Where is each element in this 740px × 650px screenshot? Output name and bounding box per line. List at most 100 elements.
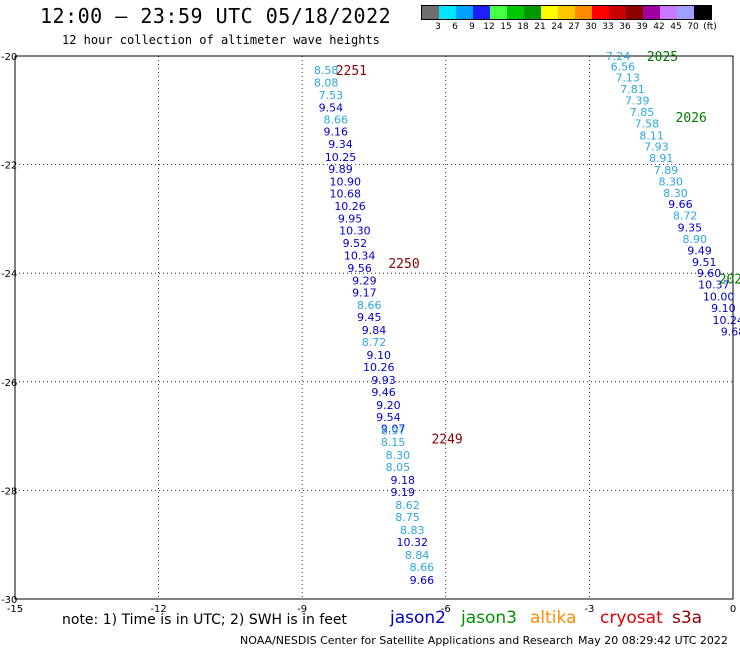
- wave-height-value: 9.45: [357, 311, 382, 324]
- x-tick-label: -15: [7, 604, 23, 615]
- wave-height-value: 8.30: [386, 449, 411, 462]
- wave-height-value: 10.24: [712, 314, 740, 327]
- pass-time-label: 2251: [336, 64, 367, 79]
- colorbar-label: 39: [636, 22, 648, 32]
- wave-height-value: 9.89: [328, 163, 353, 176]
- wave-height-value: 6.56: [611, 60, 636, 73]
- wave-height-value: 8.62: [395, 499, 420, 512]
- wave-height-value: 8.83: [400, 524, 425, 537]
- colorbar-label: 3: [435, 22, 441, 32]
- colorbar-swatch: [507, 6, 524, 19]
- colorbar-swatch: [541, 6, 558, 19]
- colorbar-swatch: [473, 6, 490, 19]
- y-tick-label: -28: [1, 486, 17, 497]
- wave-height-value: 10.37: [698, 279, 730, 292]
- wave-height-value: 8.58: [314, 64, 339, 77]
- map-title: 12:00 – 23:59 UTC 05/18/2022: [40, 4, 392, 28]
- map-grid: [15, 56, 733, 599]
- colorbar-label: 6: [452, 22, 458, 32]
- wave-height-value: 8.91: [649, 152, 674, 165]
- wave-height-value: 8.72: [362, 336, 387, 349]
- x-tick-label: -6: [441, 604, 451, 615]
- satellite-name-s3a: s3a: [672, 608, 703, 628]
- wave-height-value: 8.90: [682, 233, 707, 246]
- x-tick-label: -3: [584, 604, 594, 615]
- wave-height-value: 9.17: [352, 287, 377, 300]
- colorbar-label: 24: [551, 22, 563, 32]
- pass-time-label: 2250: [388, 257, 419, 272]
- colorbar-swatch: [456, 6, 473, 19]
- colorbar-label: 9: [469, 22, 475, 32]
- wave-height-value: 8.66: [323, 114, 348, 127]
- pass-time-label: 2025: [647, 50, 678, 65]
- wave-height-value: 9.54: [376, 411, 401, 424]
- wave-height-value: 8.66: [410, 561, 435, 574]
- wave-height-value: 9.29: [352, 274, 377, 287]
- wave-height-value: 7.89: [654, 164, 679, 177]
- wave-height-value: 8.15: [381, 436, 406, 449]
- wave-height-value: 9.60: [697, 267, 722, 280]
- wave-height-value: 9.10: [711, 302, 736, 315]
- colorbar-swatch: [626, 6, 643, 19]
- colorbar-swatch: [592, 6, 609, 19]
- map-subtitle: 12 hour collection of altimeter wave hei…: [62, 33, 380, 47]
- colorbar-label: 12: [483, 22, 495, 32]
- colorbar-label: 30: [585, 22, 597, 32]
- colorbar-label: 70: [687, 22, 699, 32]
- colorbar-swatch: [422, 6, 439, 19]
- wave-height-value: 8.66: [357, 299, 382, 312]
- map-frame: [14, 55, 734, 600]
- wave-height-value: 8.08: [314, 77, 339, 90]
- wave-height-value: 10.32: [397, 536, 429, 549]
- y-tick-label: -22: [1, 161, 17, 172]
- colorbar-label: 15: [500, 22, 512, 32]
- wave-height-value: 8.97: [381, 425, 406, 438]
- wave-height-value: 10.90: [330, 175, 362, 188]
- colorbar-swatch: [694, 6, 711, 19]
- wave-height-value: 9.66: [668, 198, 693, 211]
- satellite-name-altika: altika: [530, 608, 577, 628]
- wave-height-value: 7.58: [635, 117, 660, 130]
- pass-time-label: 2027: [719, 273, 740, 288]
- wave-height-value: 10.68: [330, 187, 362, 200]
- pass-time-label: 2249: [431, 432, 462, 447]
- satellite-name-jason2: jason2: [390, 608, 446, 628]
- pass-time-label: 2026: [676, 111, 707, 126]
- colorbar-swatch: [490, 6, 507, 19]
- wave-height-value: 8.05: [386, 461, 411, 474]
- wave-height-value: 10.34: [344, 249, 376, 262]
- colorbar-swatch: [643, 6, 660, 19]
- colorbar-swatch: [524, 6, 541, 19]
- generated-timestamp: May 20 08:29:42 UTC 2022: [578, 634, 728, 647]
- colorbar-label: 45: [670, 22, 682, 32]
- wave-height-value: 9.34: [328, 138, 353, 151]
- y-tick-label: -26: [1, 378, 17, 389]
- colorbar-swatch: [439, 6, 456, 19]
- wave-height-value: 10.26: [363, 361, 395, 374]
- credit-text: NOAA/NESDIS Center for Satellite Applica…: [240, 634, 574, 647]
- colorbar-label: 21: [534, 22, 546, 32]
- track-east: 7.246.567.137.817.397.857.588.117.938.91…: [606, 50, 740, 338]
- wave-height-value: 7.85: [630, 106, 655, 119]
- wave-height-value: 7.93: [644, 141, 669, 154]
- wave-height-value: 7.39: [625, 95, 650, 108]
- wave-height-value: 9.51: [692, 256, 717, 269]
- wave-height-value: 9.10: [367, 349, 392, 362]
- x-tick-label: -9: [297, 604, 307, 615]
- wave-height-value: 9.49: [687, 244, 712, 257]
- wave-height-value: 8.30: [663, 187, 688, 200]
- wave-height-value: 10.30: [339, 224, 371, 237]
- wave-height-value: 8.75: [395, 511, 420, 524]
- wave-height-value: 9.16: [323, 125, 348, 138]
- satellite-name-jason3: jason3: [461, 608, 517, 628]
- y-tick-label: -20: [1, 52, 17, 63]
- wave-height-value: 9.84: [362, 324, 387, 337]
- colorbar-label: 27: [568, 22, 580, 32]
- wave-height-value: 7.53: [319, 89, 344, 102]
- y-tick-label: -24: [1, 269, 17, 280]
- wave-height-value: 9.52: [343, 237, 368, 250]
- colorbar-label: 33: [602, 22, 614, 32]
- colorbar-swatch: [558, 6, 575, 19]
- wave-height-value: 9.93: [371, 374, 396, 387]
